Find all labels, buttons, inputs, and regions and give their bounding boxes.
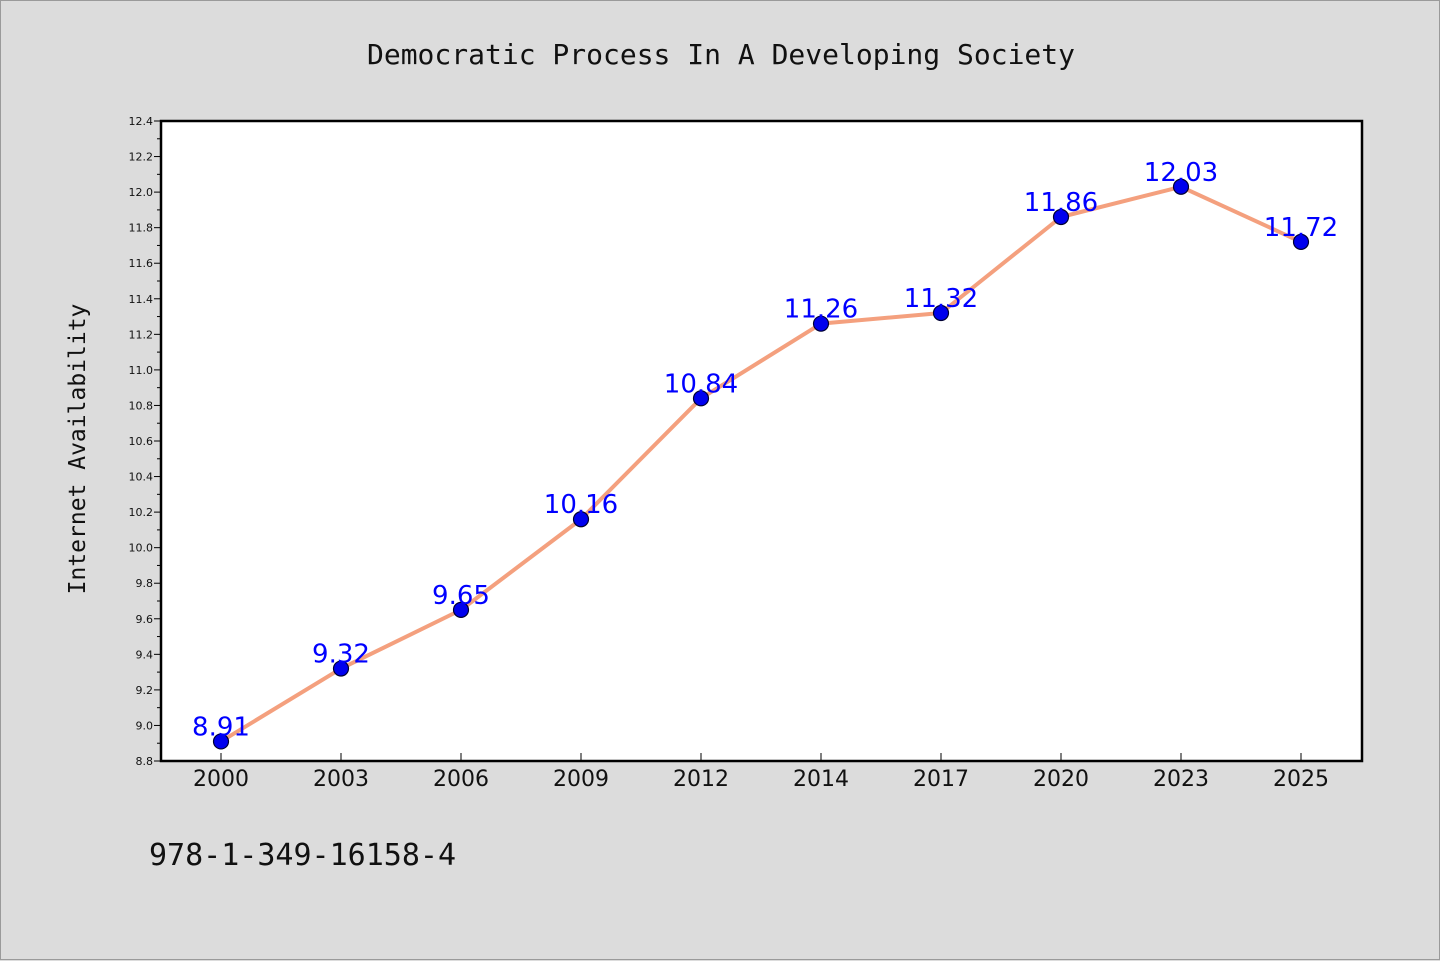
y-tick-label: 11.6	[129, 257, 154, 270]
data-point	[572, 511, 590, 528]
y-axis: 8.8 9.0 9.2 9.4 9.6 9.8 10.0 10.2 10.4 10.6 10.8 11…	[129, 115, 161, 768]
data-label: 9.65	[432, 581, 490, 611]
footer-isbn: 978-1-349-16158-4	[149, 838, 456, 873]
x-tick-label: 2012	[673, 767, 729, 792]
y-tick-label: 11.0	[129, 364, 154, 377]
y-tick-label: 10.0	[129, 542, 154, 555]
data-label: 11.26	[784, 295, 858, 325]
data-label: 9.32	[312, 640, 370, 670]
data-label: 11.72	[1264, 213, 1338, 243]
y-tick-label: 9.2	[136, 684, 154, 697]
data-label: 12.03	[1144, 158, 1218, 188]
plot-area	[159, 119, 1364, 763]
y-tick-label: 11.8	[129, 222, 154, 235]
x-tick-label: 2017	[913, 767, 969, 792]
data-point	[1292, 233, 1310, 250]
x-tick-label: 2014	[793, 767, 849, 792]
y-tick-label: 12.0	[129, 186, 154, 199]
series-layer	[212, 178, 1310, 750]
y-tick-label: 10.4	[129, 471, 154, 484]
y-tick-label: 10.2	[129, 506, 154, 519]
data-label: 11.86	[1024, 188, 1098, 218]
x-tick-label: 2006	[433, 767, 489, 792]
x-tick-label: 2025	[1273, 767, 1329, 792]
y-tick-label: 8.8	[136, 755, 154, 768]
x-tick-label: 2003	[313, 767, 369, 792]
data-label-layer: 8.91 9.32 9.65 10.16 10.84 11.26 11.32 11.86 12.…	[192, 158, 1338, 743]
y-tick-label: 12.4	[129, 115, 154, 128]
chart-title: Democratic Process In A Developing Socie…	[367, 38, 1075, 71]
y-axis-label: Internet Availability	[65, 304, 91, 595]
x-tick-label: 2009	[553, 767, 609, 792]
data-point	[1172, 178, 1190, 195]
data-point	[692, 390, 710, 407]
y-tick-label: 10.8	[129, 399, 154, 412]
y-tick-label: 11.4	[129, 293, 154, 306]
x-tick-label: 2020	[1033, 767, 1089, 792]
y-tick-label: 9.0	[136, 719, 154, 732]
y-tick-label: 12.2	[129, 151, 154, 164]
y-tick-label: 10.6	[129, 435, 154, 448]
data-label: 11.32	[904, 284, 978, 314]
x-axis: 2000 2003 2006 2009 2012 2014 2017 2020 2023 2025	[193, 753, 1329, 792]
data-point	[452, 601, 470, 618]
y-tick-label: 9.8	[136, 577, 154, 590]
data-label: 10.84	[664, 369, 738, 399]
data-label: 8.91	[192, 712, 250, 742]
y-tick-label: 9.4	[136, 648, 154, 661]
data-point	[1052, 208, 1070, 226]
series-line	[219, 184, 1303, 744]
x-tick-label: 2000	[193, 767, 249, 792]
data-label: 10.16	[544, 490, 618, 520]
data-point	[212, 733, 230, 750]
y-tick-label: 11.2	[129, 328, 154, 341]
data-point	[332, 660, 350, 677]
y-tick-label: 9.6	[136, 613, 154, 626]
data-point	[812, 315, 830, 332]
data-point	[932, 304, 950, 322]
x-tick-label: 2023	[1153, 767, 1209, 792]
